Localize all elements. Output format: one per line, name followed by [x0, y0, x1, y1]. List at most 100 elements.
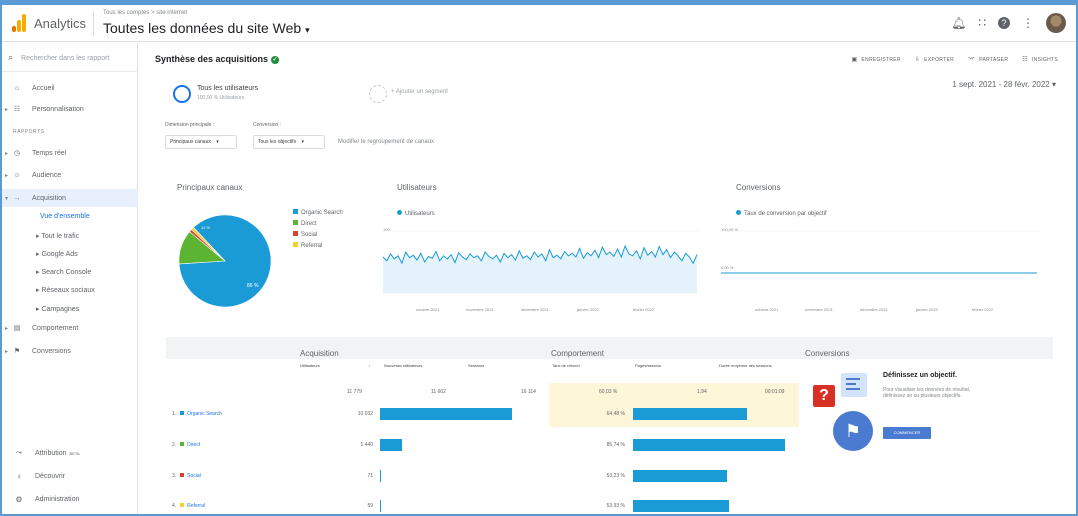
segment-all-users-circle[interactable]: [173, 85, 191, 103]
row-users-value: 1 440: [360, 442, 373, 448]
date-range-text: 1 sept. 2021 - 28 févr. 2022: [952, 80, 1050, 89]
insights-button[interactable]: ☷ INSIGHTS: [1022, 56, 1058, 63]
users-series-line: [382, 244, 698, 265]
row-users-bar: [380, 470, 382, 482]
property-selector[interactable]: Toutes les données du site Web ▾: [103, 20, 310, 36]
row-bounce-value: 64,48 %: [606, 411, 625, 417]
sidebar-item-attribution[interactable]: ⤳ Attribution BETA: [2, 444, 138, 462]
avatar[interactable]: [1046, 13, 1066, 33]
col-header-sessions[interactable]: Sessions: [468, 363, 485, 368]
sidebar-subitem-reseaux-sociaux[interactable]: ▸ Réseaux sociaux: [36, 287, 95, 294]
segment-all-users-sub: 100,00 % Utilisateurs: [197, 95, 245, 101]
primary-dimension-value: Principaux canaux: [170, 139, 211, 145]
conversion-label: Conversion :: [253, 122, 282, 128]
users-line-chart[interactable]: [381, 227, 699, 303]
sidebar-item-administration[interactable]: ⚙ Administration: [2, 490, 138, 508]
table-header-band: [166, 337, 1053, 359]
add-segment-circle[interactable]: [369, 85, 387, 103]
col-header-users[interactable]: Utilisateurs ↓: [300, 363, 370, 368]
conversion-select[interactable]: Tous les objectifs ▾: [253, 135, 325, 149]
sidebar-item-conversions[interactable]: ▸ ⚑ Conversions: [4, 347, 71, 356]
chevron-down-icon: ▾: [305, 25, 310, 35]
table-row-label[interactable]: 2. Direct: [172, 442, 200, 448]
users-x-tick: décembre 2021: [521, 307, 549, 312]
sidebar-subitem-tout-le-trafic[interactable]: ▸ Tout le trafic: [36, 233, 80, 240]
app-name[interactable]: Analytics: [34, 16, 87, 31]
sidebar-item-accueil[interactable]: ⌂ Accueil: [2, 79, 138, 97]
sidebar-item-label: Audience: [32, 171, 62, 179]
start-goal-button[interactable]: COMMENCER: [883, 427, 931, 439]
row-bounce-bar: [633, 500, 729, 512]
table-row-label[interactable]: 1. Organic Search: [172, 411, 222, 417]
date-range-picker[interactable]: 1 sept. 2021 - 28 févr. 2022 ▾: [952, 80, 1056, 89]
sidebar-subitem-campagnes[interactable]: ▸ Campagnes: [36, 306, 80, 313]
legend-label: Taux de conversion par objectif: [744, 211, 827, 217]
legend-direct: Direct: [293, 220, 317, 227]
pie-slice-referral[interactable]: [191, 227, 226, 262]
row-channel-name[interactable]: Direct: [187, 442, 201, 448]
clock-icon: ◷: [13, 150, 21, 157]
table-row-label[interactable]: 3. Social: [172, 473, 201, 479]
channels-card-title: Principaux canaux: [177, 183, 243, 192]
col-header-pages-session[interactable]: Pages/session: [635, 363, 662, 368]
col-header-avg-duration[interactable]: Durée moyenne des sessions: [719, 363, 772, 368]
export-icon: ⇩: [914, 57, 921, 63]
row-users-value: 71: [367, 473, 373, 479]
row-channel-name[interactable]: Social: [187, 473, 201, 479]
gear-icon: ⚙: [15, 494, 23, 504]
sidebar-item-temps-reel[interactable]: ▸ ◷ Temps réel: [4, 149, 67, 158]
sidebar-item-label: Découvrir: [35, 472, 65, 480]
sidebar-item-personnalisation[interactable]: ▸ ☷ Personnalisation: [4, 105, 84, 114]
sidebar-subitem-google-ads[interactable]: ▸ Google Ads: [36, 251, 78, 258]
sidebar-subitem-vue-ensemble[interactable]: Vue d'ensemble: [40, 213, 90, 220]
table-group-acquisition: Acquisition: [300, 349, 339, 358]
users-x-tick: janvier 2022: [577, 307, 599, 312]
more-vert-icon[interactable]: ⋮: [1022, 16, 1034, 30]
apps-grid-icon[interactable]: ∷: [978, 16, 986, 30]
sidebar-subitem-search-console[interactable]: ▸ Search Console: [36, 269, 92, 276]
col-header-label: Utilisateurs: [300, 363, 320, 368]
share-label: PARTAGER: [979, 57, 1009, 63]
row-bounce-bar: [633, 408, 747, 420]
edit-channel-grouping-link[interactable]: Modifier le regroupement de canaux: [338, 139, 435, 145]
col-header-new-users[interactable]: Nouveaux utilisateurs: [384, 363, 423, 368]
table-row-label[interactable]: 4. Referral: [172, 503, 205, 509]
row-color-swatch: [180, 411, 185, 415]
verified-check-icon: ✓: [271, 56, 280, 64]
share-icon: ⌤: [968, 57, 976, 63]
customization-icon: ☷: [13, 106, 21, 113]
sidebar-item-decouvrir[interactable]: ♀ Découvrir: [2, 467, 138, 485]
row-bounce-bar: [633, 439, 785, 451]
sidebar-item-label: Acquisition: [32, 194, 66, 202]
total-bounce: 60,03 %: [599, 389, 618, 395]
save-button[interactable]: ▣ ENREGISTRER: [851, 56, 900, 63]
conversions-line-chart[interactable]: [719, 227, 1039, 303]
segment-all-users-label[interactable]: Tous les utilisateurs: [197, 85, 259, 92]
conv-x-tick: novembre 2021: [805, 307, 833, 312]
col-header-bounce-rate[interactable]: Taux de rebond: [552, 363, 580, 368]
legend-label: Utilisateurs: [405, 211, 435, 217]
users-area: [383, 245, 697, 293]
channels-pie-chart[interactable]: [175, 211, 275, 311]
share-button[interactable]: ⌤ PARTAGER: [968, 56, 1008, 63]
beta-badge: BETA: [69, 450, 80, 456]
sidebar-item-audience[interactable]: ▸ ☺ Audience: [4, 171, 62, 179]
chevron-down-icon: ▾: [301, 139, 304, 145]
bell-icon[interactable]: 🔔︎: [951, 16, 967, 30]
account-breadcrumb[interactable]: Tous les comptes > site internet: [103, 10, 188, 16]
sidebar-item-acquisition[interactable]: ▾ → Acquisition: [2, 189, 138, 207]
add-segment-label[interactable]: + Ajouter un segment: [391, 89, 448, 95]
row-channel-name[interactable]: Referral: [187, 503, 205, 509]
row-color-swatch: [180, 503, 185, 507]
help-icon[interactable]: ?: [998, 17, 1010, 29]
export-button[interactable]: ⇩ EXPORTER: [915, 56, 954, 63]
sidebar-item-comportement[interactable]: ▸ ▤ Comportement: [4, 324, 79, 333]
primary-dimension-select[interactable]: Principaux canaux ▾: [165, 135, 237, 149]
save-label: ENREGISTRER: [861, 57, 901, 63]
header-divider: [93, 11, 94, 36]
sidebar-item-label: Administration: [35, 495, 80, 503]
sidebar-search[interactable]: ⌕ Rechercher dans les rapport: [8, 52, 109, 63]
analytics-logo-icon[interactable]: [12, 14, 26, 32]
row-channel-name[interactable]: Organic Search: [187, 411, 222, 417]
conv-x-tick: octobre 2021: [755, 307, 779, 312]
